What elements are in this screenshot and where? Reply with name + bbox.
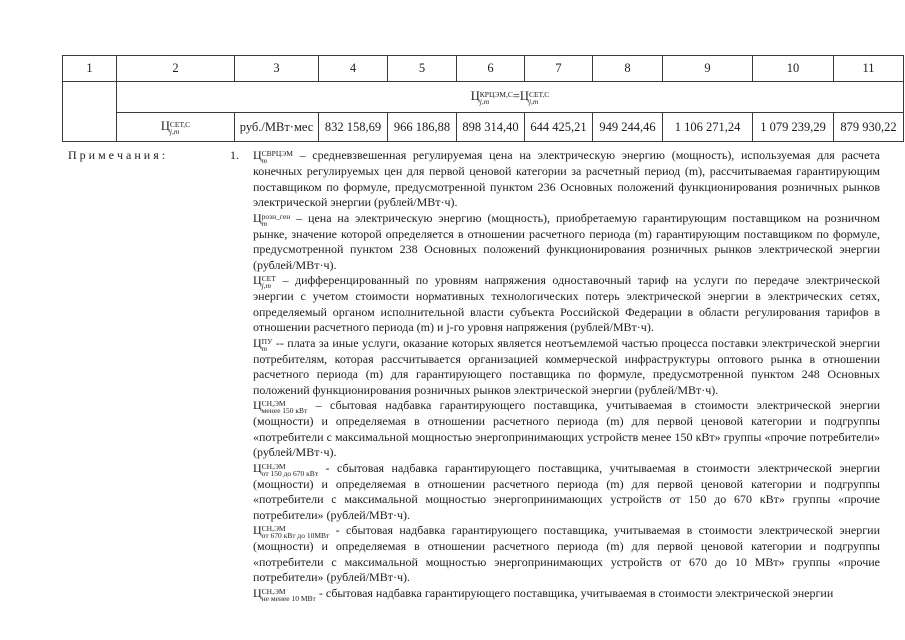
tariff-table: 1 2 3 4 5 6 7 8 9 10 11 Ц КРЦЭМ,С j,m =Ц СЕТ… [62, 55, 904, 142]
note-text: -- плата за иные услуги, оказание которы… [253, 335, 880, 397]
symbol-subscript: j,m [261, 281, 272, 290]
col-number: 4 [318, 55, 388, 82]
symbol-base: Ц [253, 210, 262, 225]
value-cell: 949 244,46 [592, 112, 663, 142]
formula-symbol: Ц ПУ m [253, 335, 273, 353]
symbol-superscript: СН,ЭМ [261, 399, 286, 408]
symbol-superscript: розн_ген [261, 211, 291, 221]
col-number: 3 [234, 55, 319, 82]
col-number: 6 [456, 55, 525, 82]
symbol-base: Ц [253, 523, 262, 537]
value-cell: 1 106 271,24 [662, 112, 753, 142]
symbol-base: Ц [253, 398, 262, 412]
note-paragraph: Ц СН,ЭМ от 670 кВт до 10МВт - сбытовая над… [253, 523, 880, 586]
symbol-subscript: от 150 до 670 кВт [261, 468, 319, 478]
note-text: - сбытовая надбавка гарантирующего поста… [318, 585, 834, 600]
notes-label: П р и м е ч а н и я : [68, 148, 166, 162]
formula-symbol: Ц СВРЦЭМ m [253, 148, 293, 165]
note-paragraph: Ц СЕТ j,m – дифференцированный по уровням … [253, 273, 880, 336]
col-number: 10 [752, 55, 834, 82]
formula-right-symbol: Ц СЕТ,С j,m [519, 89, 550, 106]
note-paragraph: Ц СВРЦЭМ m – средневзвешенная регулируемая… [253, 148, 880, 211]
notes-body: Ц СВРЦЭМ m – средневзвешенная регулируемая… [253, 148, 880, 602]
symbol-base: Ц [253, 460, 262, 475]
col-number: 8 [592, 55, 663, 82]
unit-cell: руб./МВт·мес [234, 112, 319, 142]
symbol-subscript: m [261, 218, 268, 228]
value-cell: 1 079 239,29 [752, 112, 834, 142]
symbol-superscript: СВРЦЭМ [261, 149, 293, 158]
formula-symbol: Ц СН,ЭМ от 670 кВт до 10МВт [253, 523, 330, 540]
tariff-symbol-cell: Ц СЕТ,С j,m [116, 112, 235, 142]
formula-left-symbol: Ц КРЦЭМ,С j,m [470, 89, 513, 106]
value-cell: 644 425,21 [524, 112, 593, 142]
formula-cell: Ц КРЦЭМ,С j,m =Ц СЕТ,С j,m [116, 81, 904, 113]
col-number: 11 [833, 55, 904, 82]
symbol-subscript: m [261, 156, 268, 165]
note-paragraph: Ц ПУ m -- плата за иные услуги, оказание к… [253, 336, 880, 399]
note-text: – дифференцированный по уровням напряжен… [253, 273, 881, 334]
formula-row: Ц КРЦЭМ,С j,m =Ц СЕТ,С j,m [62, 81, 904, 142]
formula-symbol: Ц СН,ЭМ менее 150 кВт [253, 398, 308, 415]
empty-cell [62, 81, 117, 142]
symbol-superscript: СН,ЭМ [261, 461, 286, 471]
formula-symbol: Ц СН,ЭМ не менее 10 МВт [253, 585, 316, 603]
col-number: 1 [62, 55, 117, 82]
value-cell: 966 186,88 [387, 112, 457, 142]
note-text: - сбытовая надбавка гарантирующего поста… [253, 460, 881, 522]
note-paragraph: Ц СН,ЭМ менее 150 кВт – сбытовая надбавка … [253, 398, 880, 461]
symbol-subscript: m [261, 343, 268, 353]
note-text: – сбытовая надбавка гарантирующего поста… [253, 398, 881, 459]
equals-sign: = [512, 89, 520, 103]
formula-symbol: Ц СН,ЭМ от 150 до 670 кВт [253, 460, 319, 478]
symbol-base: Ц [253, 273, 262, 287]
symbol-base: Ц [253, 335, 262, 350]
col-number: 5 [387, 55, 457, 82]
col-number: 9 [662, 55, 753, 82]
value-cell: 879 930,22 [833, 112, 904, 142]
symbol-base: Ц [253, 585, 262, 600]
value-cell: 898 314,40 [456, 112, 525, 142]
note-paragraph: Ц СН,ЭМ не менее 10 МВт - сбытовая надбавк… [253, 586, 880, 602]
note-text: - сбытовая надбавка гарантирующего поста… [253, 523, 880, 584]
note-text: – цена на электрическую энергию (мощност… [253, 210, 880, 272]
notes-section: П р и м е ч а н и я : 1. Ц СВРЦЭМ m – сред… [68, 148, 880, 602]
symbol-subscript: менее 150 кВт [261, 406, 308, 415]
symbol-subscript: от 670 кВт до 10МВт [261, 531, 330, 540]
symbol-superscript: СН,ЭМ [261, 586, 286, 596]
note-text: – средневзвешенная регулируемая цена на … [253, 148, 881, 209]
symbol-subscript: не менее 10 МВт [261, 593, 316, 603]
value-cell: 832 158,69 [318, 112, 388, 142]
tariff-symbol: Ц СЕТ,С j,m [160, 119, 191, 136]
symbol-superscript: СН,ЭМ [261, 524, 286, 533]
note-paragraph: Ц СН,ЭМ от 150 до 670 кВт - сбытовая надба… [253, 461, 880, 524]
table-header-row: 1 2 3 4 5 6 7 8 9 10 11 [62, 55, 904, 82]
symbol-superscript: СЕТ [261, 274, 276, 283]
notes-heading: П р и м е ч а н и я : 1. [68, 148, 253, 602]
formula-symbol: Ц СЕТ j,m [253, 273, 276, 290]
col-number: 7 [524, 55, 593, 82]
tariff-values-row: Ц СЕТ,С j,m руб./МВт·мес 832 158,69 966 18… [63, 112, 904, 142]
col-number: 2 [116, 55, 235, 82]
symbol-base: Ц [253, 148, 262, 162]
notes-number: 1. [230, 148, 239, 162]
symbol-superscript: ПУ [261, 336, 273, 346]
